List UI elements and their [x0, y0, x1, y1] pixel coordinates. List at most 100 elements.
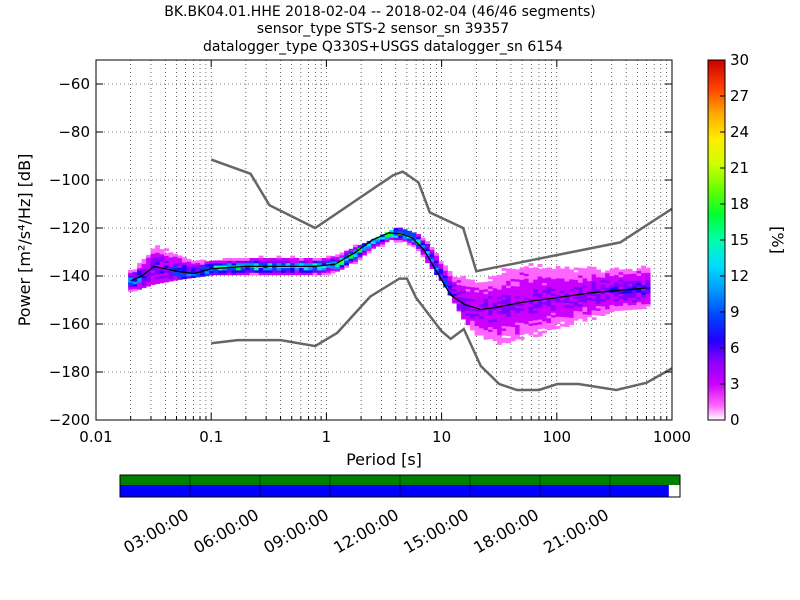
heatmap-cell [515, 302, 521, 306]
heatmap-cell [578, 315, 584, 319]
heatmap-cell [569, 295, 575, 299]
heatmap-cell [461, 297, 467, 301]
heatmap-cell [641, 265, 647, 269]
heatmap-cell [281, 272, 287, 276]
coverage-used [120, 485, 669, 497]
heatmap-cell [438, 268, 444, 272]
heatmap-cell [443, 277, 449, 281]
heatmap-cell [591, 302, 597, 306]
heatmap-cell [155, 271, 161, 275]
heatmap-cell [429, 266, 435, 270]
heatmap-cell [506, 328, 512, 332]
heatmap-cell [411, 234, 417, 238]
heatmap-cell [231, 267, 237, 271]
heatmap-cell [249, 260, 255, 264]
heatmap-cell [582, 270, 588, 274]
heatmap-cell [578, 296, 584, 300]
heatmap-cell [600, 296, 606, 300]
heatmap-cell [510, 319, 516, 323]
heatmap-cell [632, 297, 638, 301]
heatmap-cell [492, 307, 498, 310]
heatmap-cell [582, 268, 588, 272]
heatmap-cell [600, 282, 606, 285]
heatmap-cell [470, 322, 476, 326]
heatmap-cell [614, 281, 620, 285]
heatmap-cell [569, 279, 575, 282]
heatmap-cell [551, 309, 557, 313]
heatmap-cell [492, 299, 498, 303]
heatmap-cell [137, 262, 143, 266]
heatmap-cell [159, 265, 165, 269]
heatmap-cell [146, 274, 152, 277]
heatmap-cell [456, 282, 462, 286]
heatmap-cell [375, 243, 381, 247]
heatmap-cell [506, 268, 512, 272]
heatmap-cell [497, 296, 503, 300]
heatmap-cell [623, 281, 629, 285]
heatmap-cell [209, 270, 215, 274]
heatmap-cell [528, 267, 534, 271]
heatmap-cell [519, 332, 525, 335]
heatmap-cell [641, 291, 647, 295]
heatmap-cell [479, 301, 485, 305]
heatmap-cell [483, 298, 489, 302]
heatmap-cell [524, 280, 530, 284]
heatmap-cell [578, 306, 584, 310]
heatmap-cell [555, 282, 561, 286]
heatmap-cell [560, 311, 566, 315]
heatmap-cell [533, 334, 539, 338]
heatmap-cell [614, 286, 620, 290]
heatmap-cell [168, 278, 174, 282]
heatmap-cell [222, 262, 228, 266]
heatmap-cell [546, 279, 552, 283]
heatmap-cell [533, 319, 539, 323]
heatmap-cell [492, 302, 498, 306]
heatmap-cell [555, 302, 561, 305]
heatmap-cell [339, 257, 345, 261]
grid-lines [95, 60, 672, 421]
heatmap-cell [411, 242, 417, 245]
heatmap-cell [600, 306, 606, 309]
heatmap-cell [456, 306, 462, 310]
heatmap-cell [569, 319, 575, 323]
heatmap-cell [497, 282, 503, 285]
heatmap-cell [141, 278, 147, 281]
heatmap-cell [339, 252, 345, 256]
x-axis-ticks: 0.01 0.1 1 10 100 1000 [79, 60, 691, 446]
heatmap-cell [524, 326, 530, 330]
heatmap-cell [515, 298, 521, 301]
heatmap-cell [641, 289, 647, 293]
heatmap-cell [641, 303, 647, 307]
heatmap-cell [348, 248, 354, 252]
heatmap-cell [528, 289, 534, 293]
heatmap-cell [276, 270, 282, 273]
heatmap-cell [416, 236, 422, 240]
heatmap-cell [182, 276, 188, 280]
heatmap-cell [461, 285, 467, 289]
heatmap-cell [276, 267, 282, 271]
heatmap-cell [488, 293, 494, 297]
heatmap-cell [542, 313, 548, 317]
heatmap-cell [519, 336, 525, 340]
heatmap-cell [474, 304, 480, 307]
heatmap-cell [578, 284, 584, 288]
heatmap-cell [497, 298, 503, 302]
heatmap-cell [519, 324, 525, 328]
heatmap-cell [560, 280, 566, 284]
heatmap-cell [501, 337, 507, 341]
heatmap-cell [519, 281, 525, 285]
heatmap-cell [605, 301, 611, 305]
heatmap-cell [492, 292, 498, 296]
heatmap-cell [218, 267, 224, 271]
heatmap-cell [510, 273, 516, 277]
x-tick-label: 0.01 [79, 428, 112, 446]
heatmap-cell [321, 258, 327, 261]
heatmap-cell [587, 302, 593, 306]
heatmap-cell [213, 265, 219, 268]
heatmap-cell [591, 283, 597, 287]
heatmap-cell [645, 277, 651, 281]
heatmap-cell [591, 285, 597, 289]
heatmap-cell [353, 258, 359, 262]
colorbar-tick-label: 12 [730, 267, 749, 285]
heatmap-cell [146, 259, 152, 263]
